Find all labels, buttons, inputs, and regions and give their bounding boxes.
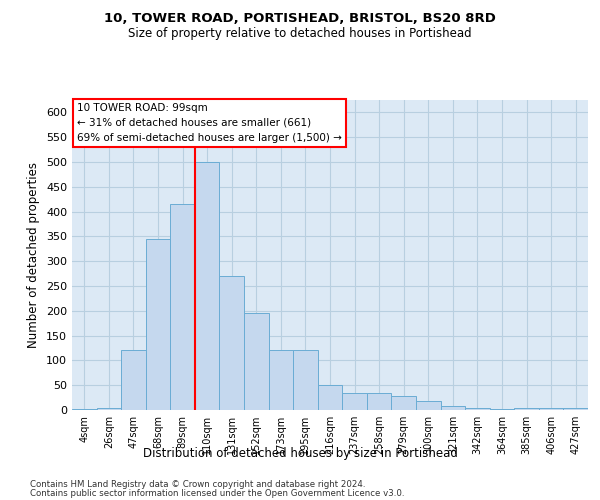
Text: 10, TOWER ROAD, PORTISHEAD, BRISTOL, BS20 8RD: 10, TOWER ROAD, PORTISHEAD, BRISTOL, BS2… [104, 12, 496, 26]
Bar [318, 385, 342, 410]
Text: 10 TOWER ROAD: 99sqm
← 31% of detached houses are smaller (661)
69% of semi-deta: 10 TOWER ROAD: 99sqm ← 31% of detached h… [77, 103, 342, 142]
Bar [440, 406, 465, 410]
Bar [514, 408, 539, 410]
Bar [367, 392, 391, 410]
Bar [220, 276, 244, 410]
Bar [121, 350, 146, 410]
Bar [293, 350, 318, 410]
Bar [72, 409, 97, 410]
Bar [195, 162, 220, 410]
Bar [490, 409, 514, 410]
Bar [342, 392, 367, 410]
Bar [170, 204, 195, 410]
Bar [416, 401, 440, 410]
Bar [269, 350, 293, 410]
Text: Contains HM Land Registry data © Crown copyright and database right 2024.: Contains HM Land Registry data © Crown c… [30, 480, 365, 489]
Text: Size of property relative to detached houses in Portishead: Size of property relative to detached ho… [128, 28, 472, 40]
Bar [465, 408, 490, 410]
Bar [539, 408, 563, 410]
Bar [391, 396, 416, 410]
Bar [244, 314, 269, 410]
Y-axis label: Number of detached properties: Number of detached properties [28, 162, 40, 348]
Bar [146, 239, 170, 410]
Bar [563, 408, 588, 410]
Text: Contains public sector information licensed under the Open Government Licence v3: Contains public sector information licen… [30, 489, 404, 498]
Bar [97, 408, 121, 410]
Text: Distribution of detached houses by size in Portishead: Distribution of detached houses by size … [143, 448, 457, 460]
